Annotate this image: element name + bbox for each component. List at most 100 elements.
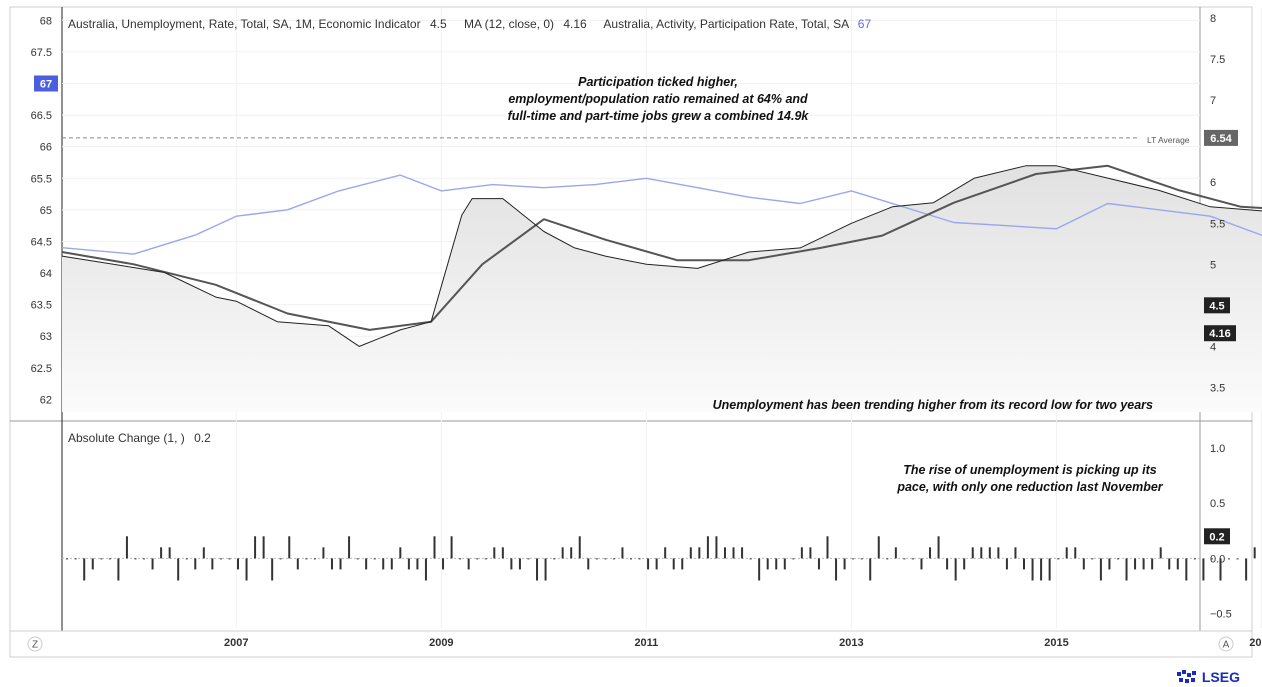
change-bar: [433, 536, 436, 559]
change-bar: [732, 547, 735, 559]
change-bar: [177, 558, 180, 581]
change-bar: [698, 547, 701, 559]
participation-price-label-bg: [34, 75, 58, 92]
lower-axis-ticks: 1.00.50.0−0.5: [1210, 443, 1232, 621]
change-bar: [937, 536, 940, 559]
change-bar: [595, 558, 598, 560]
change-bar: [262, 536, 265, 559]
change-bar: [151, 558, 154, 570]
auto-scale-button-ring[interactable]: [1218, 636, 1234, 652]
change-bar: [775, 558, 778, 570]
change-bar: [1142, 558, 1145, 570]
change-bar: [382, 558, 385, 570]
change-bar: [501, 547, 504, 559]
change-bar: [484, 558, 487, 560]
unemployment-area-fill: [62, 165, 1262, 412]
right-tick-label: 3.5: [1210, 382, 1225, 394]
change-bar: [630, 558, 632, 560]
change-bar: [1228, 558, 1231, 560]
change-bar: [143, 558, 146, 560]
ma-line: [61, 164, 1262, 331]
change-bar: [817, 558, 820, 570]
change-bar: [1176, 558, 1179, 570]
change-bar: [1151, 558, 1154, 570]
change-bar: [1014, 547, 1017, 559]
change-bar: [792, 558, 795, 560]
change-price-label: 0.2: [1209, 531, 1224, 543]
change-bar: [1091, 558, 1094, 560]
change-bar: [553, 558, 556, 560]
change-bar: [1193, 558, 1196, 560]
change-bar: [108, 558, 111, 560]
brand-logo: LSEG: [1176, 669, 1240, 685]
x-tick-label: 2007: [224, 637, 248, 649]
change-bar: [228, 558, 231, 560]
change-bar: [254, 536, 257, 559]
right-tick-label: 6: [1210, 177, 1216, 189]
left-tick-label: 62: [40, 394, 52, 406]
change-bar: [194, 558, 197, 570]
change-bar: [91, 558, 94, 570]
change-bar: [1253, 547, 1256, 559]
zoom-button[interactable]: Z: [32, 640, 38, 651]
change-bar: [407, 558, 410, 570]
change-bar: [1159, 547, 1162, 559]
lower-legend-value: 0.2: [194, 431, 211, 445]
change-bar: [1116, 558, 1119, 560]
left-tick-label: 65: [40, 205, 52, 217]
change-bar: [296, 558, 299, 570]
change-bar: [1210, 558, 1213, 560]
annotation-participation-3: full-time and part-time jobs grew a comb…: [508, 109, 810, 123]
legend-ma-value: 4.16: [563, 17, 587, 31]
change-bar: [971, 547, 974, 559]
change-bar: [356, 558, 359, 560]
left-tick-label: 62.5: [31, 363, 52, 375]
change-bar: [963, 558, 966, 570]
change-bar: [527, 558, 530, 560]
change-bar: [1185, 558, 1188, 581]
change-bar: [1245, 558, 1248, 581]
change-bar: [894, 547, 897, 559]
change-price-label-bg: [1204, 528, 1230, 545]
left-tick-label: 64: [40, 268, 52, 280]
change-bar: [1005, 558, 1008, 570]
change-bar: [843, 558, 846, 570]
zoom-button-ring[interactable]: [27, 636, 43, 652]
annotation-lower-1: The rise of unemployment is picking up i…: [903, 463, 1157, 477]
change-bar: [664, 547, 667, 559]
change-bar: [587, 558, 590, 570]
change-bar: [476, 558, 479, 560]
legend-participation-label: Australia, Activity, Participation Rate,…: [603, 17, 849, 31]
change-bar: [219, 558, 222, 560]
change-bar: [416, 558, 419, 570]
change-bar: [706, 536, 709, 559]
x-tick-label: 2017: [1249, 637, 1262, 649]
change-bar: [621, 547, 624, 559]
unemployment-area: [62, 165, 1262, 412]
change-bar: [339, 558, 342, 570]
lower-tick-label: 1.0: [1210, 443, 1225, 455]
auto-scale-button[interactable]: A: [1223, 640, 1230, 651]
brand-name: LSEG: [1201, 669, 1240, 685]
change-bar: [638, 558, 641, 560]
change-bar: [271, 558, 274, 581]
legend-row: Australia, Unemployment, Rate, Total, SA…: [68, 17, 871, 31]
change-bar: [459, 558, 462, 560]
change-bar: [1031, 558, 1034, 581]
right-tick-label: 7.5: [1210, 54, 1225, 66]
change-bar: [125, 536, 128, 559]
lseg-mark-icon: [1176, 670, 1196, 683]
lower-tick-label: −0.5: [1210, 609, 1232, 621]
change-bar: [288, 536, 291, 559]
legend-unemployment-value: 4.5: [430, 17, 447, 31]
change-bar: [399, 547, 402, 559]
change-bar: [236, 558, 239, 570]
change-bar: [826, 536, 829, 559]
change-bar: [877, 536, 880, 559]
change-bar: [911, 558, 914, 560]
legend-participation-value: 67: [858, 17, 872, 31]
change-bar: [783, 558, 786, 570]
x-axis-ticks: 2007200920112013201520172019202120232025…: [224, 637, 1262, 649]
change-bar: [493, 547, 496, 559]
